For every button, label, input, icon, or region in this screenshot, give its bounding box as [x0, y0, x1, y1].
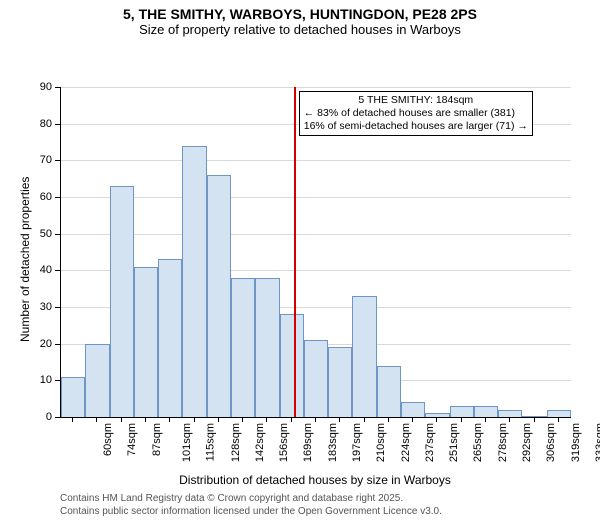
x-tick-label: 60sqm — [102, 423, 114, 456]
y-tick-label: 90 — [0, 81, 52, 93]
bar — [352, 296, 376, 417]
x-tick-label: 210sqm — [375, 423, 387, 462]
x-axis-label: Distribution of detached houses by size … — [60, 473, 570, 487]
bar — [110, 186, 134, 417]
x-tick — [436, 417, 437, 422]
x-tick — [485, 417, 486, 422]
x-tick — [461, 417, 462, 422]
y-axis-label: Number of detached properties — [18, 177, 32, 342]
bar — [377, 366, 401, 417]
bar — [207, 175, 231, 417]
x-tick — [72, 417, 73, 422]
x-tick-label: 333sqm — [594, 423, 600, 462]
y-gridline — [61, 160, 571, 161]
bar — [255, 278, 279, 417]
reference-line — [294, 87, 296, 417]
x-tick-label: 197sqm — [351, 423, 363, 462]
footer-line: Contains HM Land Registry data © Crown c… — [60, 493, 442, 506]
bar — [425, 413, 449, 417]
x-tick — [412, 417, 413, 422]
bar — [547, 410, 571, 417]
y-tick — [55, 197, 60, 198]
x-tick — [558, 417, 559, 422]
x-tick — [266, 417, 267, 422]
x-tick — [96, 417, 97, 422]
x-tick — [388, 417, 389, 422]
x-tick — [509, 417, 510, 422]
y-tick-label: 80 — [0, 118, 52, 130]
x-tick — [145, 417, 146, 422]
y-tick-label: 70 — [0, 154, 52, 166]
x-tick-label: 292sqm — [521, 423, 533, 462]
bar — [61, 377, 85, 417]
x-tick-label: 237sqm — [424, 423, 436, 462]
x-tick — [291, 417, 292, 422]
y-gridline — [61, 197, 571, 198]
x-tick-label: 319sqm — [570, 423, 582, 462]
x-tick-label: 142sqm — [254, 423, 266, 462]
y-tick — [55, 380, 60, 381]
annotation-line: 16% of semi-detached houses are larger (… — [304, 120, 528, 133]
y-tick — [55, 307, 60, 308]
bar — [522, 416, 546, 417]
bar — [474, 406, 498, 417]
x-tick-label: 278sqm — [497, 423, 509, 462]
annotation-box: 5 THE SMITHY: 184sqm← 83% of detached ho… — [299, 91, 533, 136]
y-tick-label: 0 — [0, 411, 52, 423]
bar — [134, 267, 158, 417]
x-tick-label: 169sqm — [303, 423, 315, 462]
y-tick — [55, 124, 60, 125]
x-tick — [194, 417, 195, 422]
y-tick — [55, 270, 60, 271]
annotation-line: ← 83% of detached houses are smaller (38… — [304, 107, 528, 120]
x-tick-label: 224sqm — [400, 423, 412, 462]
x-tick-label: 156sqm — [278, 423, 290, 462]
x-tick-label: 251sqm — [448, 423, 460, 462]
x-tick-label: 306sqm — [545, 423, 557, 462]
x-tick — [218, 417, 219, 422]
x-tick-label: 115sqm — [205, 423, 217, 461]
footer-attribution: Contains HM Land Registry data © Crown c… — [60, 493, 442, 518]
bar — [280, 314, 304, 417]
bar — [401, 402, 425, 417]
x-tick-label: 74sqm — [126, 423, 138, 456]
y-tick — [55, 417, 60, 418]
x-tick — [169, 417, 170, 422]
y-tick — [55, 87, 60, 88]
histogram-chart: 010203040506070809060sqm74sqm87sqm101sqm… — [0, 37, 600, 527]
x-tick — [121, 417, 122, 422]
y-tick-label: 10 — [0, 374, 52, 386]
x-tick-label: 101sqm — [181, 423, 193, 462]
x-tick — [339, 417, 340, 422]
bar — [85, 344, 109, 417]
x-tick-label: 87sqm — [151, 423, 163, 456]
bar — [304, 340, 328, 417]
y-tick — [55, 234, 60, 235]
bar — [182, 146, 206, 417]
x-tick — [242, 417, 243, 422]
chart-title: 5, THE SMITHY, WARBOYS, HUNTINGDON, PE28… — [0, 0, 600, 37]
bar — [328, 347, 352, 417]
annotation-line: 5 THE SMITHY: 184sqm — [304, 94, 528, 107]
x-tick-label: 265sqm — [473, 423, 485, 462]
y-gridline — [61, 87, 571, 88]
x-tick — [534, 417, 535, 422]
x-tick-label: 128sqm — [230, 423, 242, 462]
y-tick — [55, 160, 60, 161]
bar — [231, 278, 255, 417]
bar — [498, 410, 522, 417]
x-tick — [364, 417, 365, 422]
bar — [158, 259, 182, 417]
y-tick — [55, 344, 60, 345]
x-tick — [315, 417, 316, 422]
x-tick-label: 183sqm — [327, 423, 339, 462]
bar — [450, 406, 474, 417]
title-line2: Size of property relative to detached ho… — [0, 22, 600, 37]
y-gridline — [61, 234, 571, 235]
plot-area — [60, 87, 571, 418]
title-line1: 5, THE SMITHY, WARBOYS, HUNTINGDON, PE28… — [0, 6, 600, 22]
footer-line: Contains public sector information licen… — [60, 506, 442, 519]
